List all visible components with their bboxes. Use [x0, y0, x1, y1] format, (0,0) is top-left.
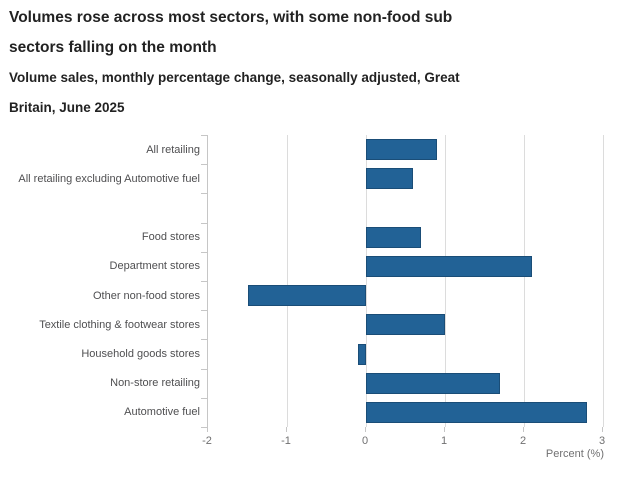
- x-tick-label: 1: [440, 435, 448, 447]
- category-label: Non-store retailing: [110, 377, 200, 390]
- gridline: [603, 135, 604, 427]
- chart-title-line2: sectors falling on the month: [9, 39, 217, 56]
- y-axis-tick: [201, 252, 207, 253]
- x-tick-label: -1: [281, 435, 291, 447]
- y-axis-tick: [201, 223, 207, 224]
- y-axis-tick: [201, 135, 207, 136]
- chart-header: Volumes rose across most sectors, with s…: [0, 0, 634, 123]
- bar: [366, 226, 422, 248]
- y-axis-tick: [201, 164, 207, 165]
- gridline: [366, 135, 367, 427]
- bar: [366, 255, 532, 277]
- chart-subtitle-line1: Volume sales, monthly percentage change,…: [9, 70, 460, 85]
- y-axis-tick: [201, 369, 207, 370]
- chart-subtitle-line2: Britain, June 2025: [9, 100, 125, 115]
- y-axis-tick: [201, 339, 207, 340]
- x-tick-label: -2: [202, 435, 212, 447]
- gridline: [287, 135, 288, 427]
- x-tick-label: 2: [519, 435, 527, 447]
- x-axis-tick: [207, 427, 208, 432]
- bar: [366, 314, 445, 336]
- category-label: Household goods stores: [81, 347, 200, 360]
- plot-area: [201, 135, 604, 428]
- x-tick-label: 3: [598, 435, 606, 447]
- chart-title: Volumes rose across most sectors, with s…: [9, 3, 634, 63]
- bar: [366, 168, 414, 190]
- category-label: Food stores: [141, 231, 200, 244]
- category-label: Textile clothing & footwear stores: [39, 318, 200, 331]
- y-axis-tick: [201, 281, 207, 282]
- x-axis-tick: [365, 427, 366, 432]
- category-label: All retailing excluding Automotive fuel: [18, 172, 200, 185]
- bar: [247, 285, 366, 307]
- y-axis-tick: [201, 427, 207, 428]
- category-label: Other non-food stores: [92, 289, 200, 302]
- x-axis-tick: [286, 427, 287, 432]
- bar: [366, 139, 438, 161]
- y-axis-tick: [201, 398, 207, 399]
- category-label: Department stores: [109, 260, 200, 273]
- gridline: [445, 135, 446, 427]
- gridline: [524, 135, 525, 427]
- bar: [366, 372, 501, 394]
- y-axis-tick: [201, 193, 207, 194]
- x-axis: Percent (%) -2 -1 0 1 2 3: [202, 427, 606, 467]
- y-axis-labels: All retailing All retailing excluding Aut…: [0, 135, 200, 427]
- bar: [358, 343, 366, 365]
- chart-subtitle: Volume sales, monthly percentage change,…: [9, 63, 634, 123]
- x-axis-tick: [523, 427, 524, 432]
- x-axis-title: Percent (%): [545, 448, 604, 460]
- bar: [366, 401, 588, 423]
- category-label: [0, 193, 200, 222]
- category-label: Automotive fuel: [124, 406, 200, 419]
- chart-title-line1: Volumes rose across most sectors, with s…: [9, 9, 453, 26]
- y-axis-tick: [201, 310, 207, 311]
- x-axis-tick: [602, 427, 603, 432]
- category-label: All retailing: [146, 143, 200, 156]
- x-axis-tick: [444, 427, 445, 432]
- x-tick-label: 0: [361, 435, 369, 447]
- bar-chart: All retailing All retailing excluding Aut…: [0, 135, 634, 485]
